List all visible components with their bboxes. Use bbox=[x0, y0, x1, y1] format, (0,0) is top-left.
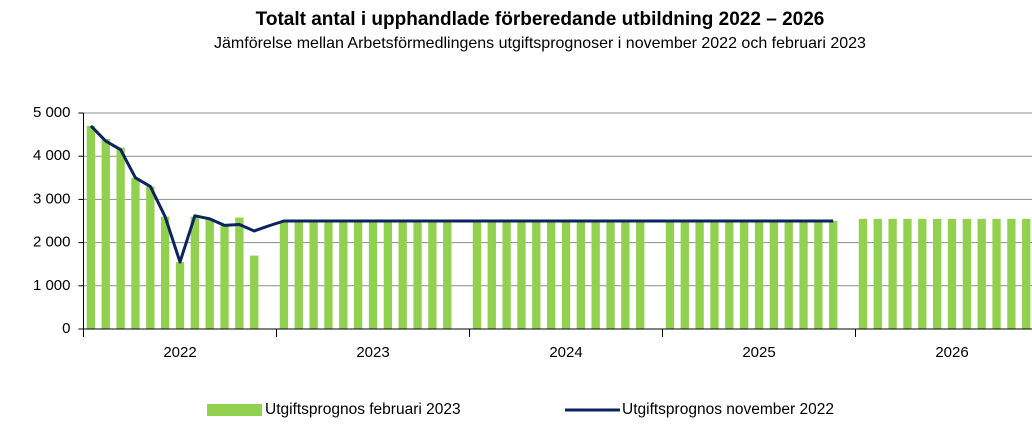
chart-subtitle: Jämförelse mellan Arbetsförmedlingens ut… bbox=[214, 35, 866, 52]
bar bbox=[754, 221, 764, 329]
bar bbox=[829, 221, 838, 329]
bar bbox=[160, 216, 170, 329]
bar bbox=[175, 262, 185, 329]
bar bbox=[368, 221, 378, 329]
y-tick-label: 5 000 bbox=[33, 104, 71, 121]
x-group-label: 2022 bbox=[163, 344, 196, 361]
x-group-label: 2026 bbox=[935, 344, 968, 361]
bar bbox=[428, 221, 437, 329]
bar bbox=[398, 221, 407, 329]
bar bbox=[324, 221, 333, 329]
bar bbox=[294, 221, 303, 329]
legend-label: Utgiftsprognos november 2022 bbox=[622, 401, 834, 418]
bar bbox=[873, 218, 882, 329]
bar bbox=[532, 221, 541, 329]
bar bbox=[487, 221, 496, 329]
bar bbox=[235, 217, 244, 329]
bar bbox=[502, 221, 511, 329]
chart-title: Totalt antal i upphandlade förberedande … bbox=[256, 9, 825, 30]
bar bbox=[784, 221, 793, 329]
bar bbox=[769, 221, 779, 329]
bar bbox=[413, 221, 422, 329]
legend-swatch bbox=[207, 404, 262, 416]
bar bbox=[86, 125, 96, 330]
bar bbox=[101, 138, 110, 329]
bar bbox=[1022, 218, 1031, 329]
bar bbox=[695, 221, 704, 329]
bar bbox=[309, 221, 318, 329]
y-tick-label: 4 000 bbox=[33, 147, 71, 164]
bar bbox=[205, 218, 214, 329]
bar bbox=[799, 221, 808, 329]
bar bbox=[561, 221, 571, 329]
y-tick-label: 2 000 bbox=[33, 234, 71, 251]
bar bbox=[858, 218, 868, 329]
bar bbox=[739, 221, 749, 329]
x-group-label: 2023 bbox=[356, 344, 389, 361]
bar bbox=[992, 218, 1001, 329]
bar bbox=[591, 221, 600, 329]
y-tick-label: 1 000 bbox=[33, 277, 71, 294]
bar bbox=[383, 221, 393, 329]
bar bbox=[472, 221, 482, 329]
bar bbox=[814, 221, 823, 329]
bar bbox=[665, 221, 675, 329]
x-group-label: 2024 bbox=[549, 344, 582, 361]
bar bbox=[220, 225, 229, 329]
bar bbox=[962, 218, 972, 329]
bar bbox=[932, 218, 942, 329]
bar bbox=[339, 221, 348, 329]
bar bbox=[888, 218, 897, 329]
bar bbox=[977, 218, 986, 329]
bar bbox=[116, 147, 125, 329]
x-group-label: 2025 bbox=[742, 344, 775, 361]
y-tick-label: 3 000 bbox=[33, 190, 71, 207]
bar bbox=[947, 218, 957, 329]
y-tick-label: 0 bbox=[62, 320, 70, 337]
bar bbox=[918, 218, 927, 329]
bar bbox=[443, 221, 452, 329]
bar bbox=[725, 221, 734, 329]
bar bbox=[279, 221, 289, 329]
bar bbox=[710, 221, 719, 329]
bar bbox=[517, 221, 526, 329]
bar bbox=[680, 221, 689, 329]
bar bbox=[546, 221, 556, 329]
line bbox=[89, 124, 834, 264]
bar bbox=[250, 255, 259, 329]
bar bbox=[621, 221, 630, 329]
bar bbox=[353, 221, 363, 329]
bar bbox=[190, 216, 200, 329]
bar bbox=[576, 221, 586, 329]
legend-label: Utgiftsprognos februari 2023 bbox=[265, 401, 461, 418]
bar bbox=[131, 177, 140, 329]
bar bbox=[903, 218, 912, 329]
bar bbox=[606, 221, 615, 329]
bar bbox=[636, 221, 645, 329]
bar bbox=[146, 186, 155, 329]
bar bbox=[1007, 218, 1016, 329]
